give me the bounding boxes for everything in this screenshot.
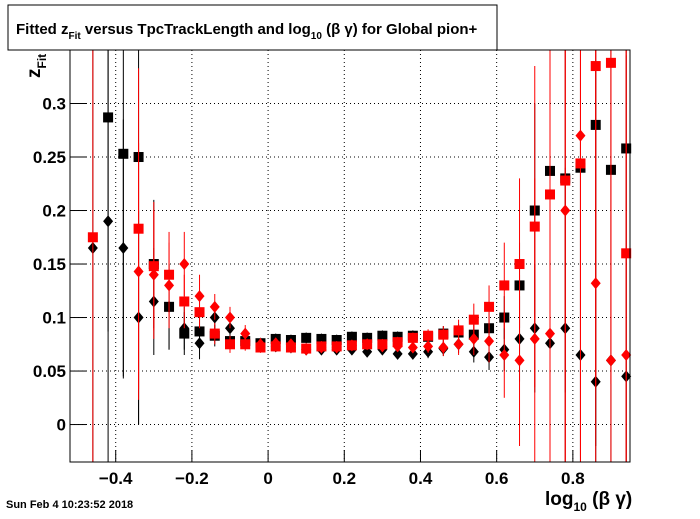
diamond-marker xyxy=(179,258,190,271)
y-tick-label: 0 xyxy=(57,416,66,435)
diamond-marker xyxy=(362,338,373,351)
x-label-subscript: 10 xyxy=(574,500,588,514)
x-tick-label: 0.2 xyxy=(332,469,356,488)
x-tick-label: 0 xyxy=(263,469,272,488)
x-tick-label: −0.4 xyxy=(99,469,133,488)
square-marker xyxy=(407,332,418,343)
y-tick-label: 0.05 xyxy=(33,362,66,381)
diamond-marker xyxy=(103,215,114,228)
diamond-marker xyxy=(560,204,571,217)
diamond-marker xyxy=(575,129,586,142)
square-marker xyxy=(514,259,525,270)
plot-frame xyxy=(69,49,631,463)
y-label-subscript: Fit xyxy=(35,54,49,69)
chart-title: Fitted zFit versus TpcTrackLength and lo… xyxy=(16,21,478,42)
diamond-marker xyxy=(164,279,175,292)
y-tick-label: 0.2 xyxy=(42,202,66,221)
square-marker xyxy=(468,314,479,325)
diamond-marker xyxy=(240,327,251,340)
square-marker xyxy=(316,333,327,344)
square-marker xyxy=(87,232,98,243)
x-label-part: log xyxy=(545,489,574,510)
diamond-marker xyxy=(255,338,266,351)
y-tick-label: 0.3 xyxy=(42,95,66,114)
diamond-marker xyxy=(392,340,403,353)
diamond-marker xyxy=(194,337,205,350)
diamond-marker xyxy=(423,340,434,353)
square-marker xyxy=(209,328,220,339)
x-tick-label: 0.8 xyxy=(561,469,585,488)
y-tick-label: 0.15 xyxy=(33,255,66,274)
title-subscript: 10 xyxy=(311,31,323,42)
diamond-marker xyxy=(407,347,418,360)
diamond-marker xyxy=(270,337,281,350)
square-marker xyxy=(362,332,373,343)
x-tick-label: 0.4 xyxy=(409,469,433,488)
diamond-marker xyxy=(407,341,418,354)
title-part: (β γ) for Global pion+ xyxy=(322,21,478,38)
diamond-marker xyxy=(453,338,464,351)
square-marker xyxy=(225,339,235,350)
y-label-part: z xyxy=(24,69,45,79)
diamond-marker xyxy=(484,335,495,348)
title-part: Fitted z xyxy=(16,21,69,38)
square-marker xyxy=(346,331,357,342)
square-marker xyxy=(179,296,190,307)
diamond-marker xyxy=(438,341,449,354)
diamond-marker xyxy=(545,327,555,340)
diamond-marker xyxy=(331,341,342,354)
marks xyxy=(87,50,632,462)
diamond-marker xyxy=(346,339,357,352)
square-marker xyxy=(453,325,464,336)
diamond-marker xyxy=(514,354,525,367)
title-subscript: Fit xyxy=(69,31,82,42)
diamond-marker xyxy=(316,341,327,354)
diamond-marker xyxy=(148,268,159,281)
square-marker xyxy=(499,280,510,291)
x-label-part: (β γ) xyxy=(587,489,632,510)
diamond-marker xyxy=(133,265,144,278)
diamond-marker xyxy=(468,332,479,345)
square-marker xyxy=(438,329,449,340)
square-marker xyxy=(484,301,495,312)
diamond-marker xyxy=(590,277,601,290)
diamond-marker xyxy=(194,290,205,303)
diamond-marker xyxy=(392,347,403,360)
square-marker xyxy=(301,332,312,343)
y-axis-label: zFit xyxy=(24,54,49,78)
square-marker xyxy=(240,339,251,350)
y-tick-label: 0.25 xyxy=(33,148,66,167)
title-box xyxy=(7,4,498,51)
x-tick-label: −0.2 xyxy=(175,469,209,488)
square-marker xyxy=(423,330,434,341)
diamond-marker xyxy=(285,338,296,351)
diamond-marker xyxy=(225,311,235,324)
title-part: versus TpcTrackLength and log xyxy=(81,21,311,38)
diamond-marker xyxy=(529,332,540,345)
square-marker xyxy=(331,335,342,346)
square-marker xyxy=(377,330,388,341)
grid xyxy=(70,50,630,462)
timestamp: Sun Feb 4 10:23:52 2018 xyxy=(6,499,133,511)
x-axis-label: log10 (β γ) xyxy=(545,489,632,514)
diamond-marker xyxy=(209,300,220,313)
diamond-marker xyxy=(377,340,388,353)
y-tick-label: 0.1 xyxy=(42,309,66,328)
diamond-marker xyxy=(605,354,616,367)
diamond-marker xyxy=(499,348,510,361)
diamond-marker xyxy=(118,241,129,254)
diamond-marker xyxy=(621,348,632,361)
x-tick-label: 0.6 xyxy=(485,469,509,488)
diamond-marker xyxy=(301,343,312,356)
